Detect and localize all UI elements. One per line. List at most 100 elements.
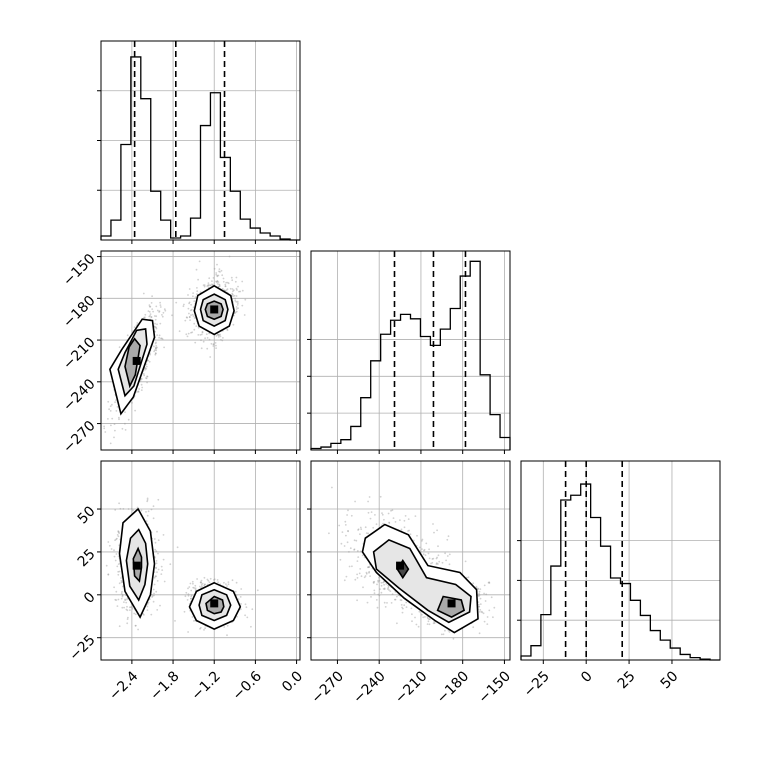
scatter-point	[360, 528, 363, 531]
scatter-point	[142, 292, 145, 295]
scatter-point	[155, 560, 158, 562]
scatter-point	[368, 496, 371, 498]
scatter-point	[363, 576, 366, 579]
scatter-point	[241, 289, 244, 292]
scatter-point	[251, 608, 254, 611]
scatter-point	[347, 530, 349, 533]
scatter-point	[118, 625, 121, 628]
scatter-point	[350, 514, 353, 517]
scatter-point	[189, 319, 192, 321]
scatter-point	[194, 296, 197, 298]
scatter-point	[375, 523, 378, 526]
contour-line	[199, 293, 229, 327]
scatter-point	[232, 323, 235, 326]
scatter-point	[175, 301, 178, 304]
scatter-point	[373, 592, 376, 595]
scatter-point	[153, 350, 156, 353]
scatter-point	[377, 579, 379, 582]
scatter-point	[121, 594, 124, 597]
scatter-point	[104, 431, 107, 433]
scatter-point	[477, 603, 480, 606]
scatter-point	[140, 509, 143, 512]
scatter-point	[206, 285, 209, 287]
scatter-point	[114, 559, 117, 562]
scatter-point	[408, 529, 410, 532]
scatter-point	[154, 346, 157, 349]
scatter-point	[214, 342, 217, 344]
scatter-point	[187, 307, 190, 310]
scatter-point	[107, 541, 110, 543]
scatter-point	[156, 530, 158, 533]
contour-line	[204, 300, 224, 321]
scatter-point	[433, 622, 436, 625]
scatter-point	[156, 580, 159, 582]
scatter-point	[145, 367, 148, 370]
scatter-point	[190, 331, 192, 334]
scatter-point	[115, 599, 118, 601]
scatter-point	[142, 373, 145, 375]
scatter-point	[184, 595, 187, 598]
scatter-point	[163, 308, 166, 311]
scatter-point	[188, 316, 191, 319]
scatter-point	[386, 588, 389, 590]
scatter-point	[153, 576, 156, 579]
scatter-point	[116, 534, 119, 536]
y-tick-label: 50	[75, 503, 99, 527]
scatter-point	[378, 594, 381, 597]
scatter-point	[182, 305, 185, 308]
histogram-step-line	[310, 260, 511, 450]
scatter-point	[401, 611, 404, 614]
scatter-point	[372, 526, 375, 529]
scatter-point	[400, 528, 403, 531]
scatter-point	[156, 346, 158, 349]
scatter-point	[377, 593, 380, 596]
scatter-point	[477, 587, 479, 590]
scatter-point	[118, 582, 121, 585]
scatter-point	[374, 514, 376, 516]
scatter-point	[191, 331, 194, 334]
scatter-point	[226, 328, 229, 331]
scatter-point	[400, 604, 403, 606]
scatter-point	[149, 305, 152, 308]
density-peak-cell	[132, 561, 141, 570]
scatter-point	[402, 607, 404, 610]
scatter-point	[142, 613, 145, 615]
scatter-point	[115, 399, 117, 401]
scatter-point	[126, 605, 128, 608]
histogram-panel-3	[517, 460, 721, 664]
scatter-point	[154, 575, 157, 578]
scatter-point	[428, 618, 430, 620]
scatter-point	[356, 560, 359, 562]
scatter-point	[208, 277, 211, 280]
scatter-point	[432, 622, 435, 625]
scatter-point	[149, 315, 152, 317]
scatter-point	[383, 601, 386, 604]
scatter-point	[442, 633, 445, 636]
scatter-point	[345, 534, 347, 537]
scatter-point	[367, 566, 369, 569]
scatter-point	[144, 367, 147, 369]
scatter-point	[155, 326, 158, 329]
scatter-point	[432, 557, 435, 560]
scatter-point	[137, 391, 140, 393]
scatter-point	[155, 567, 158, 570]
scatter-point	[411, 613, 413, 616]
scatter-point	[421, 538, 424, 541]
scatter-point	[163, 580, 166, 583]
scatter-point	[378, 576, 380, 579]
scatter-point	[108, 408, 110, 411]
scatter-point	[359, 526, 362, 529]
scatter-point	[235, 581, 238, 584]
scatter-point	[121, 427, 124, 430]
scatter-point	[215, 280, 217, 283]
scatter-point	[145, 520, 148, 523]
scatter-point	[339, 558, 342, 561]
scatter-point	[118, 570, 121, 573]
scatter-point	[144, 367, 146, 370]
scatter-point	[237, 285, 239, 288]
scatter-point	[435, 562, 438, 564]
scatter-point	[124, 429, 127, 431]
scatter-point	[211, 280, 213, 282]
scatter-point	[111, 403, 113, 406]
scatter-point	[190, 308, 193, 311]
